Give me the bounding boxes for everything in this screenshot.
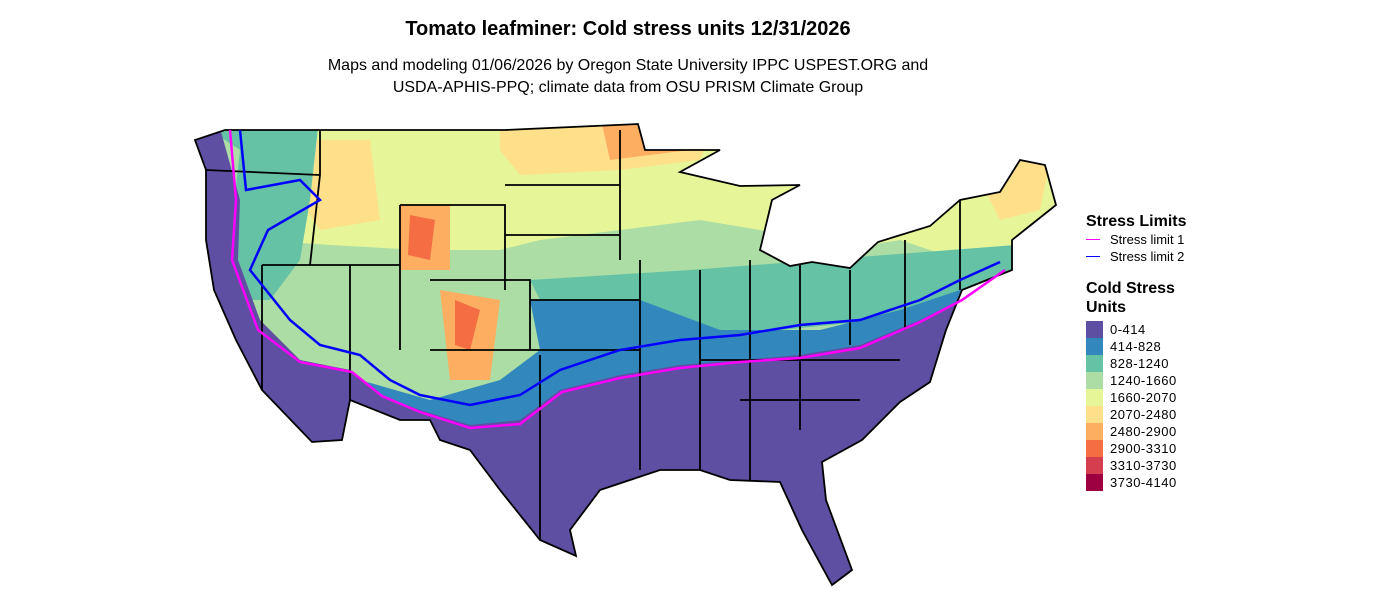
legend-item-stress-limit-2: Stress limit 2 [1086,248,1206,265]
color-swatch [1086,406,1103,423]
legend-label: 414-828 [1110,339,1162,354]
csu-legend-title: Cold Stress Units [1086,280,1175,316]
color-swatch [1086,474,1103,491]
legend-label: 3730-4140 [1110,475,1177,490]
subtitle-line-1: Maps and modeling 01/06/2026 by Oregon S… [327,57,929,74]
stress-limit-1-line [228,129,1006,430]
legend-label: 1240-1660 [1110,373,1177,388]
magenta-line-swatch [1086,239,1100,240]
legend-label: 1660-2070 [1110,390,1177,405]
subtitle-line-2: USDA-APHIS-PPQ; climate data from OSU PR… [392,79,864,96]
legend-item-csu: 2900-3310 [1086,440,1206,457]
stress-limits-legend-title: Stress Limits [1086,213,1187,230]
csu-fill-pnw [195,124,320,300]
legend: Stress Limits Stress limit 1 Stress limi… [1086,212,1206,491]
legend-item-csu: 2480-2900 [1086,423,1206,440]
legend-label: 2480-2900 [1110,424,1177,439]
legend-item-csu: 1660-2070 [1086,389,1206,406]
csu-fill-wy-high [408,215,435,260]
stress-limit-2-line [238,129,1001,407]
color-swatch [1086,338,1103,355]
legend-label: 2070-2480 [1110,407,1177,422]
state-lines [205,130,961,540]
legend-label: Stress limit 2 [1110,249,1185,264]
blue-line-swatch [1086,256,1100,257]
color-swatch [1086,440,1103,457]
legend-label: 3310-3730 [1110,458,1177,473]
legend-item-csu: 3310-3730 [1086,457,1206,474]
color-swatch [1086,372,1103,389]
legend-label: 828-1240 [1110,356,1169,371]
legend-item-stress-limit-1: Stress limit 1 [1086,231,1206,248]
csu-fill-co-high [455,300,480,350]
state-boundaries [194,123,1057,586]
legend-label: 2900-3310 [1110,441,1177,456]
color-swatch [1086,389,1103,406]
csu-legend-items: 0-414 414-828 828-1240 1240-1660 1660-2070 20… [1086,321,1206,491]
legend-label: Stress limit 1 [1110,232,1185,247]
legend-item-csu: 0-414 [1086,321,1206,338]
stress-limit-lines [228,129,1006,430]
legend-item-csu: 3730-4140 [1086,474,1206,491]
color-swatch [1086,355,1103,372]
color-swatch [1086,321,1103,338]
map-subtitle: Maps and modeling 01/06/2026 by Oregon S… [0,55,1256,99]
legend-item-csu: 414-828 [1086,338,1206,355]
color-swatch [1086,457,1103,474]
color-swatch [1086,423,1103,440]
legend-item-csu: 1240-1660 [1086,372,1206,389]
csu-raster [195,124,1056,585]
map-title: Tomato leafminer: Cold stress units 12/3… [405,18,851,40]
legend-item-csu: 828-1240 [1086,355,1206,372]
legend-label: 0-414 [1110,322,1146,337]
legend-item-csu: 2070-2480 [1086,406,1206,423]
